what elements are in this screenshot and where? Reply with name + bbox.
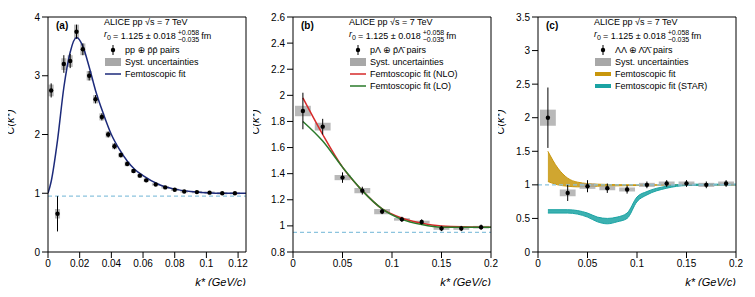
svg-text:0.05: 0.05	[333, 258, 353, 269]
svg-text:3.5: 3.5	[516, 12, 530, 23]
html-text:Femtoscopic fit: Femtoscopic fit	[615, 68, 676, 79]
html-text:Syst. uncertainties: Syst. uncertainties	[370, 56, 444, 67]
html-text:(a): (a)	[56, 20, 69, 31]
html-text:r0= 1.125 ± 0.018+0.058: r0= 1.125 ± 0.018+0.058	[349, 28, 445, 41]
svg-text:3: 3	[524, 45, 530, 56]
svg-text:0.06: 0.06	[133, 258, 153, 269]
svg-text:1.8: 1.8	[271, 116, 285, 127]
svg-text:1.2: 1.2	[271, 194, 285, 205]
svg-text:0: 0	[290, 258, 296, 269]
html-text:−0.035fm: −0.035fm	[667, 30, 702, 43]
html-text:Syst. uncertainties: Syst. uncertainties	[125, 56, 199, 67]
svg-text:C(k*): C(k*)	[8, 109, 16, 134]
svg-text:4: 4	[34, 12, 40, 23]
svg-text:k* (GeV/c): k* (GeV/c)	[440, 276, 491, 286]
svg-text:1.6: 1.6	[271, 142, 285, 153]
html-text:ALICE pp √s = 7 TeV: ALICE pp √s = 7 TeV	[104, 17, 188, 27]
html-text:Syst. uncertainties: Syst. uncertainties	[615, 56, 689, 67]
svg-text:0: 0	[524, 247, 530, 258]
html-text:(c): (c)	[546, 20, 559, 31]
html-text:−0.035fm: −0.035fm	[422, 30, 457, 43]
svg-text:0: 0	[535, 258, 541, 269]
svg-text:0.15: 0.15	[677, 258, 697, 269]
svg-text:C(k*): C(k*)	[253, 109, 261, 134]
svg-text:3: 3	[34, 70, 40, 81]
html-text:ALICE pp √s = 7 TeV: ALICE pp √s = 7 TeV	[594, 17, 678, 27]
svg-text:0.2: 0.2	[729, 258, 743, 269]
svg-text:0.02: 0.02	[70, 258, 90, 269]
svg-text:1: 1	[279, 220, 285, 231]
svg-text:0.1: 0.1	[630, 258, 644, 269]
svg-text:0: 0	[45, 258, 51, 269]
svg-text:0.1: 0.1	[385, 258, 399, 269]
html-text:r0= 1.125 ± 0.018+0.058: r0= 1.125 ± 0.018+0.058	[104, 28, 200, 41]
svg-text:0.8: 0.8	[271, 247, 285, 258]
svg-text:k* (GeV/c): k* (GeV/c)	[685, 276, 736, 286]
svg-text:C(k*): C(k*)	[498, 109, 506, 134]
html-text:Femtoscopic fit (STAR): Femtoscopic fit (STAR)	[615, 80, 708, 91]
svg-text:2.2: 2.2	[271, 64, 285, 75]
svg-text:1: 1	[524, 179, 530, 190]
svg-text:1: 1	[34, 188, 40, 199]
html-text:−0.035fm: −0.035fm	[177, 30, 212, 43]
html-text:Femtoscopic fit (LO): Femtoscopic fit (LO)	[370, 80, 451, 91]
svg-text:2.6: 2.6	[271, 12, 285, 23]
svg-text:1.5: 1.5	[516, 146, 530, 157]
svg-text:0.1: 0.1	[199, 258, 213, 269]
svg-text:0.05: 0.05	[578, 258, 598, 269]
svg-text:0.08: 0.08	[165, 258, 185, 269]
svg-text:0.2: 0.2	[484, 258, 498, 269]
html-text:pp ⊕ p̄p̄ pairs: pp ⊕ p̄p̄ pairs	[125, 44, 180, 55]
svg-text:0.04: 0.04	[102, 258, 122, 269]
svg-text:2: 2	[524, 112, 530, 123]
svg-text:0: 0	[34, 247, 40, 258]
svg-text:2: 2	[279, 90, 285, 101]
html-text:ΛΛ ⊕ Λ̄Λ̄ pairs: ΛΛ ⊕ Λ̄Λ̄ pairs	[615, 44, 673, 55]
svg-text:0.15: 0.15	[432, 258, 452, 269]
svg-text:2.4: 2.4	[271, 38, 285, 49]
html-text:pΛ ⊕ p̄Λ̄ pairs: pΛ ⊕ p̄Λ̄ pairs	[370, 44, 427, 55]
html-text:Femtoscopic fit: Femtoscopic fit	[125, 68, 186, 79]
svg-text:2: 2	[34, 129, 40, 140]
svg-text:k* (GeV/c): k* (GeV/c)	[195, 276, 246, 286]
svg-text:0.12: 0.12	[228, 258, 248, 269]
html-text:r0= 1.125 ± 0.018+0.058: r0= 1.125 ± 0.018+0.058	[594, 28, 690, 41]
svg-text:2.5: 2.5	[516, 79, 530, 90]
html-text:ALICE pp √s = 7 TeV: ALICE pp √s = 7 TeV	[349, 17, 433, 27]
html-text:(b): (b)	[301, 20, 314, 31]
svg-text:1.4: 1.4	[271, 168, 285, 179]
html-text:Femtoscopic fit (NLO): Femtoscopic fit (NLO)	[370, 68, 458, 79]
svg-text:0.5: 0.5	[516, 213, 530, 224]
